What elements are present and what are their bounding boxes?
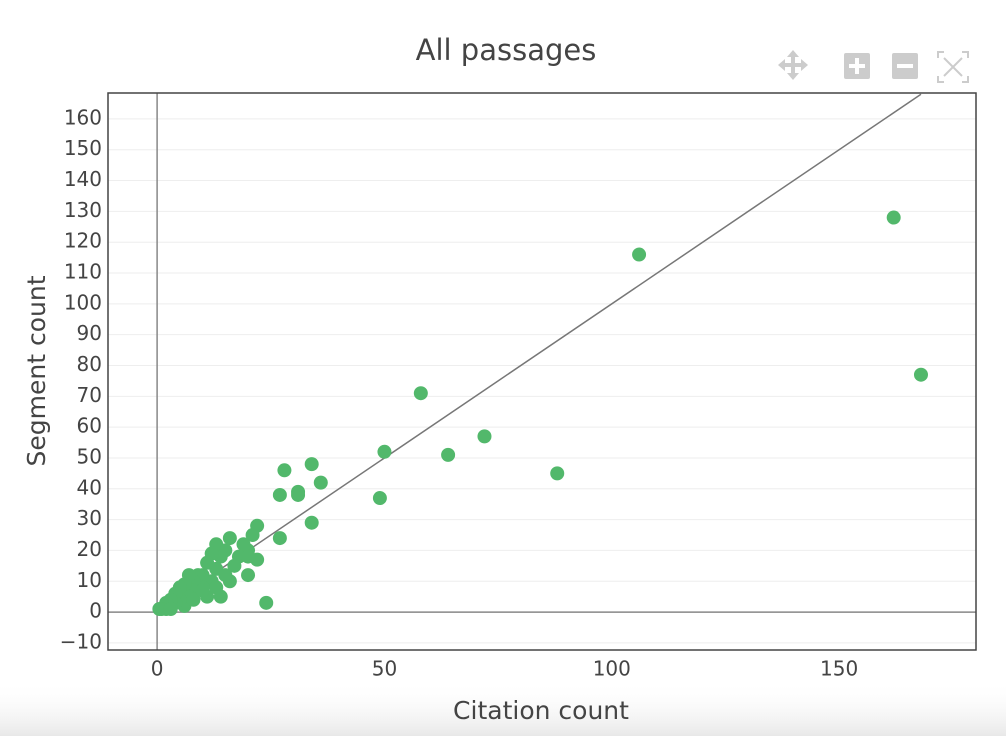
zoom-in-button[interactable] — [844, 53, 870, 79]
y-tick-label: 90 — [77, 321, 102, 345]
x-tick-label: 50 — [372, 657, 397, 681]
scatter-point — [241, 568, 256, 583]
y-tick-label: 50 — [77, 444, 102, 468]
plot-frame — [107, 92, 977, 651]
y-tick-label: 140 — [64, 167, 102, 191]
y-tick-label: 0 — [89, 599, 102, 623]
scatter-point — [304, 457, 319, 472]
y-tick-label: 30 — [77, 506, 102, 530]
scatter-point — [222, 531, 237, 546]
x-tick-label: 100 — [593, 657, 631, 681]
scatter-point — [152, 602, 167, 617]
scatter-point — [209, 580, 224, 595]
y-tick-label: 130 — [64, 198, 102, 222]
x-axis-label: Citation count — [453, 696, 629, 725]
y-tick-label: 100 — [64, 290, 102, 314]
scatter-point — [272, 487, 287, 502]
pan-button[interactable] — [778, 50, 808, 80]
scatter-point — [195, 583, 210, 598]
scatter-point — [163, 602, 178, 617]
scatter-point — [372, 491, 387, 506]
scatter-point — [304, 515, 319, 530]
scatter-point — [441, 447, 456, 462]
scatter-point — [241, 549, 256, 564]
scatter-point — [632, 247, 647, 262]
y-tick-label: 150 — [64, 136, 102, 160]
scatter-point — [186, 592, 201, 607]
y-tick-label: 70 — [77, 383, 102, 407]
y-axis-label: Segment count — [22, 275, 51, 466]
chart-title: All passages — [416, 33, 597, 67]
y-tick-label: 20 — [77, 537, 102, 561]
y-tick-label: 160 — [64, 105, 102, 129]
y-tick-label: 60 — [77, 414, 102, 438]
scatter-point — [245, 528, 260, 543]
autoscale-button[interactable] — [937, 51, 969, 83]
scatter-point — [200, 555, 215, 570]
scatter-point — [477, 429, 492, 444]
scatter-point — [272, 531, 287, 546]
scatter-point — [313, 475, 328, 490]
scatter-point — [550, 466, 565, 481]
scatter-point — [236, 537, 251, 552]
bottom-fade — [0, 680, 1006, 736]
zoom-out-button[interactable] — [892, 53, 918, 79]
scatter-point — [259, 595, 274, 610]
scatter-point — [277, 463, 292, 478]
scatter-point — [291, 487, 306, 502]
y-tick-label: 110 — [64, 260, 102, 284]
scatter-point — [377, 444, 392, 459]
y-tick-label: −10 — [60, 629, 102, 653]
y-tick-label: 40 — [77, 475, 102, 499]
y-tick-label: 80 — [77, 352, 102, 376]
scatter-point — [913, 367, 928, 382]
y-tick-label: 10 — [77, 568, 102, 592]
scatter-point — [413, 386, 428, 401]
x-tick-label: 150 — [820, 657, 858, 681]
scatter-point — [227, 558, 242, 573]
scatter-point — [886, 210, 901, 225]
scatter-point — [218, 568, 233, 583]
reference-line — [156, 93, 922, 613]
toolbar — [778, 50, 969, 83]
x-tick-label: 0 — [151, 657, 164, 681]
y-tick-label: 120 — [64, 229, 102, 253]
plot-area — [152, 93, 928, 617]
